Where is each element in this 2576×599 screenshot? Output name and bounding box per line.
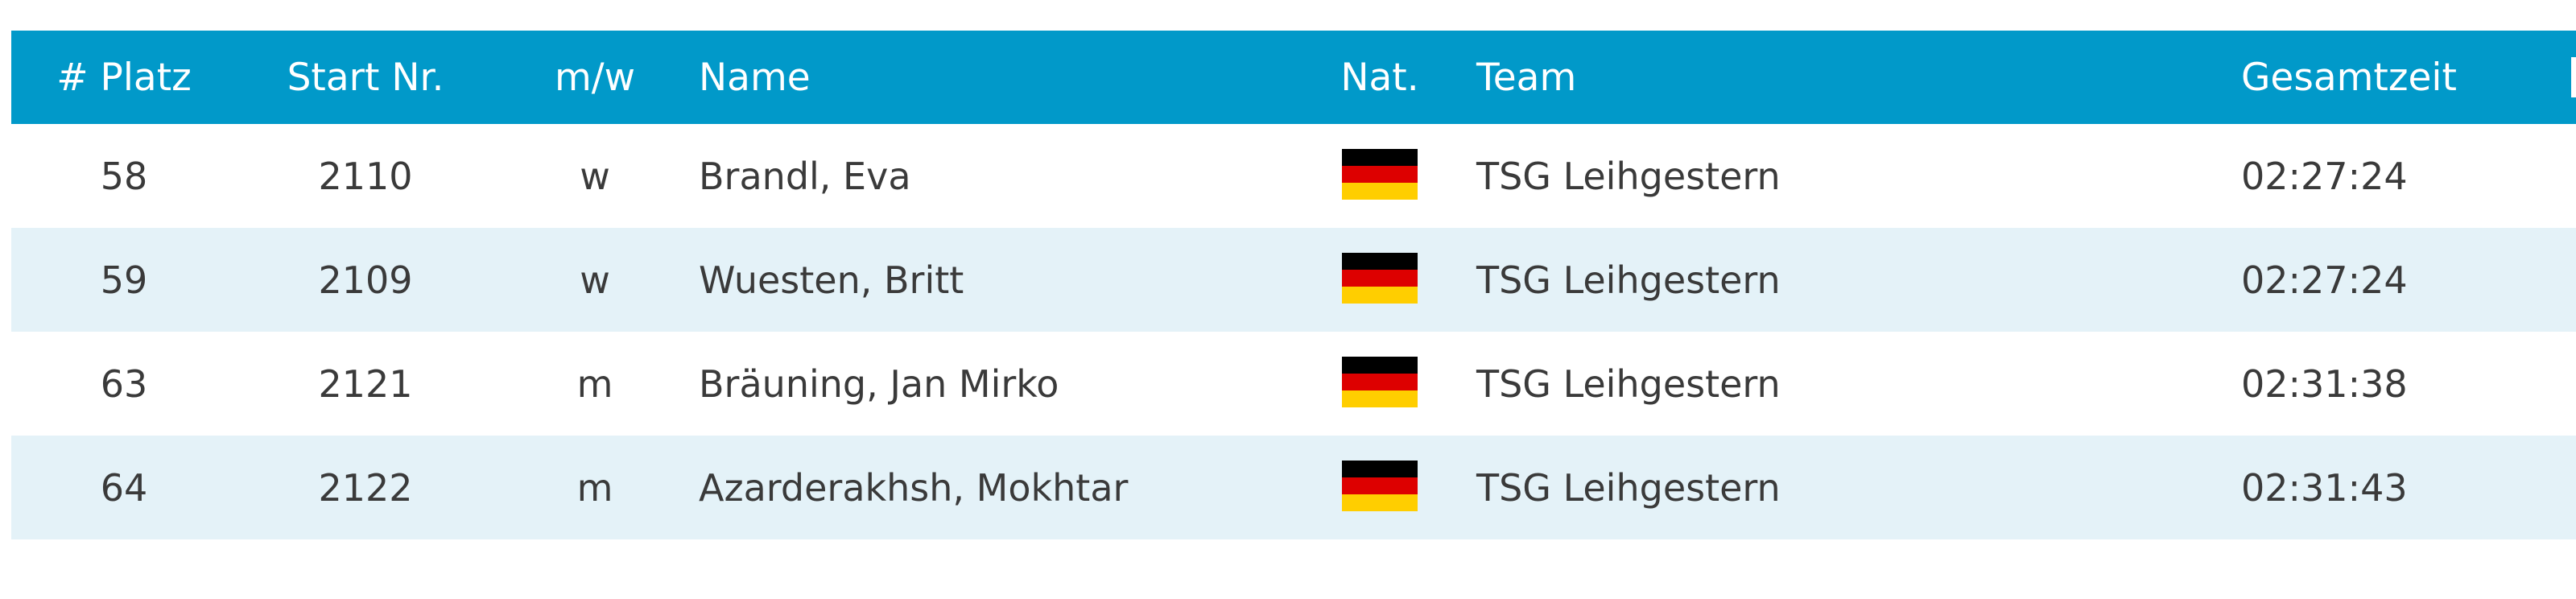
cell-gesamtzeit: 02:27:24 — [2241, 154, 2408, 198]
header-name[interactable]: Name — [699, 55, 811, 100]
cell-mw: m — [576, 361, 613, 406]
flag-germany-icon — [1342, 253, 1418, 304]
header-nat[interactable]: Nat. — [1340, 55, 1419, 100]
cell-platz: 59 — [100, 258, 148, 302]
table-row[interactable]: 63 2121 m Bräuning, Jan Mirko TSG Leihge… — [11, 332, 2576, 436]
cell-team: TSG Leihgestern — [1476, 361, 1781, 406]
cell-name[interactable]: Bräuning, Jan Mirko — [699, 361, 1059, 406]
cell-start-nr: 2122 — [318, 465, 413, 510]
table-header: # Platz Start Nr. m/w Name Nat. Team Ges… — [11, 31, 2576, 124]
results-table: # Platz Start Nr. m/w Name Nat. Team Ges… — [11, 31, 2576, 539]
table-row[interactable]: 59 2109 w Wuesten, Britt TSG Leihgestern… — [11, 228, 2576, 332]
flag-germany-icon — [1342, 461, 1418, 511]
header-start-nr[interactable]: Start Nr. — [287, 55, 444, 100]
cell-platz: 58 — [100, 154, 148, 198]
cell-gesamtzeit: 02:27:24 — [2241, 258, 2408, 302]
cell-start-nr: 2121 — [318, 361, 413, 406]
cell-mw: w — [580, 258, 610, 302]
cell-start-nr: 2109 — [318, 258, 413, 302]
header-gesamtzeit[interactable]: Gesamtzeit — [2241, 55, 2457, 100]
flag-germany-icon — [1342, 149, 1418, 200]
cell-start-nr: 2110 — [318, 154, 413, 198]
cell-team: TSG Leihgestern — [1476, 154, 1781, 198]
cell-nat — [1331, 124, 1428, 228]
cell-nat — [1331, 436, 1428, 539]
cell-team: TSG Leihgestern — [1476, 465, 1781, 510]
cell-platz: 64 — [100, 465, 148, 510]
header-team[interactable]: Team — [1476, 55, 1577, 100]
cell-mw: w — [580, 154, 610, 198]
header-overflow-mark — [2571, 57, 2576, 97]
table-row[interactable]: 64 2122 m Azarderakhsh, Mokhtar TSG Leih… — [11, 436, 2576, 539]
cell-team: TSG Leihgestern — [1476, 258, 1781, 302]
cell-name[interactable]: Azarderakhsh, Mokhtar — [699, 465, 1129, 510]
cell-nat — [1331, 228, 1428, 332]
header-overflow-column — [2571, 31, 2576, 124]
cell-gesamtzeit: 02:31:43 — [2241, 465, 2408, 510]
flag-germany-icon — [1342, 357, 1418, 407]
table-row[interactable]: 58 2110 w Brandl, Eva TSG Leihgestern 02… — [11, 124, 2576, 228]
cell-name[interactable]: Wuesten, Britt — [699, 258, 964, 302]
cell-name[interactable]: Brandl, Eva — [699, 154, 911, 198]
cell-mw: m — [576, 465, 613, 510]
header-mw[interactable]: m/w — [554, 55, 636, 100]
cell-platz: 63 — [100, 361, 148, 406]
header-platz[interactable]: # Platz — [56, 55, 192, 100]
cell-gesamtzeit: 02:31:38 — [2241, 361, 2408, 406]
cell-nat — [1331, 332, 1428, 436]
